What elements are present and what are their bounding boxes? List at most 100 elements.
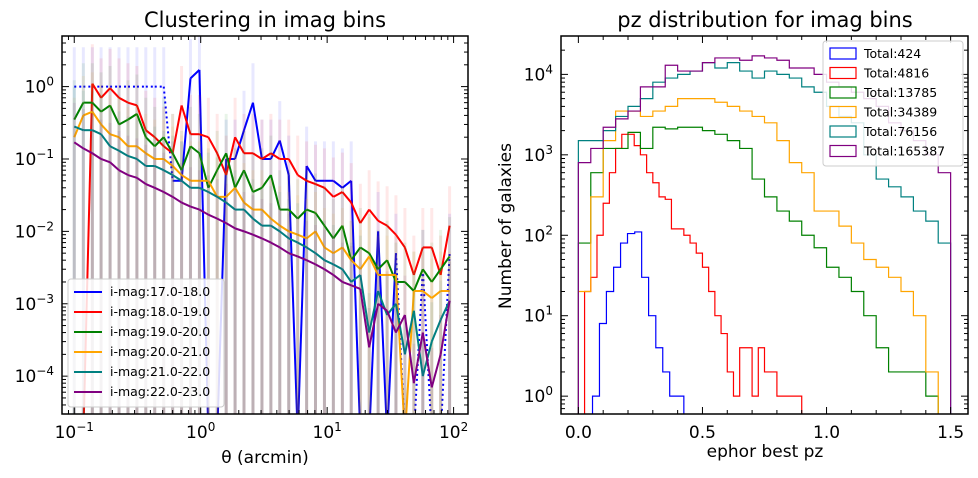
series-segment <box>412 332 424 384</box>
series-segment <box>422 268 433 283</box>
left-y-tick-3: 10−1 <box>15 147 54 170</box>
left-series-1 <box>82 44 452 414</box>
left-legend-label-2: i-mag:19.0-20.0 <box>110 324 210 339</box>
left-legend: i-mag:17.0-18.0 i-mag:18.0-19.0 i-mag:19.0… <box>67 278 225 408</box>
series-segment <box>359 255 371 270</box>
series-segment <box>430 354 442 388</box>
series-segment <box>386 310 397 333</box>
series-segment <box>82 147 93 155</box>
series-segment <box>163 191 174 198</box>
series-segment <box>154 165 165 172</box>
series-segment <box>190 205 200 211</box>
series-segment <box>261 152 272 160</box>
series-segment <box>82 110 93 117</box>
series-segment <box>377 231 388 414</box>
right-y-axis-label: Number of galaxies <box>496 143 516 309</box>
right-y-tick-2: 102 <box>524 223 553 246</box>
series-segment <box>145 183 156 189</box>
series-segment <box>172 174 183 182</box>
series-segment <box>154 136 165 147</box>
series-segment <box>91 111 102 126</box>
series-segment <box>377 259 388 270</box>
series-segment <box>118 118 129 126</box>
series-segment <box>109 104 120 125</box>
series-segment <box>332 246 343 255</box>
series-segment <box>431 290 442 299</box>
series-segment <box>234 227 245 233</box>
series-segment <box>163 158 174 167</box>
pz-distribution-panel: pz distribution for imag bins 0.0 0.5 1.0 1… <box>496 8 969 462</box>
series-segment <box>91 129 102 136</box>
right-x-tick-labels: 0.0 0.5 1.0 1.5 <box>565 423 964 443</box>
left-legend-label-3: i-mag:20.0-21.0 <box>110 344 210 359</box>
right-legend-label-0: Total:424 <box>863 46 921 61</box>
right-legend-label-1: Total:4816 <box>863 66 929 81</box>
series-segment <box>109 133 120 139</box>
left-x-tick-labels: 10−1 100 101 102 <box>55 420 469 443</box>
series-segment <box>261 208 272 220</box>
series-segment <box>306 179 316 186</box>
series-segment <box>91 83 102 99</box>
series-segment <box>207 180 219 198</box>
series-segment <box>216 217 227 225</box>
series-segment <box>394 274 405 414</box>
series-segment <box>135 105 147 131</box>
series-segment <box>163 169 174 176</box>
right-histogram-2 <box>577 126 939 414</box>
series-segment <box>243 230 254 236</box>
series-segment <box>136 145 147 155</box>
series-segment <box>269 140 281 160</box>
series-segment <box>270 224 281 233</box>
series-segment <box>315 183 325 189</box>
series-segment <box>323 268 334 276</box>
series-segment <box>243 102 254 131</box>
series-segment <box>306 259 316 266</box>
left-axes-frame <box>61 35 469 415</box>
right-x-tick-2: 1.0 <box>813 423 840 443</box>
series-segment <box>341 225 353 261</box>
right-legend-swatch-5 <box>829 144 857 158</box>
series-segment <box>269 174 281 210</box>
right-axes-frame <box>560 35 969 415</box>
right-legend: Total:424 Total:4816 Total:13785 Total:3438… <box>822 40 964 167</box>
right-y-tick-labels: 100 101 102 103 104 <box>524 62 553 407</box>
right-legend-swatch-2 <box>829 86 857 99</box>
series-segment <box>216 152 228 176</box>
right-legend-label-2: Total:13785 <box>863 85 937 100</box>
series-segment <box>251 102 263 160</box>
series-segment <box>198 153 210 189</box>
series-segment <box>127 155 138 160</box>
series-segment <box>198 186 209 193</box>
left-series-2 <box>72 63 452 414</box>
series-segment <box>324 259 334 266</box>
series-segment <box>225 201 236 211</box>
series-segment <box>252 233 263 240</box>
left-y-tick-2: 10−2 <box>15 219 54 242</box>
series-segment <box>100 123 111 135</box>
series-segment <box>306 208 316 214</box>
series-segment <box>288 237 299 244</box>
series-segment <box>359 274 371 333</box>
left-x-tick-2: 101 <box>313 420 342 443</box>
series-segment <box>440 253 451 414</box>
series-segment <box>305 165 317 182</box>
right-y-tick-1: 101 <box>524 304 553 327</box>
series-segment <box>145 136 156 147</box>
series-segment <box>395 314 406 334</box>
series-segment <box>296 208 308 220</box>
left-legend-label-0: i-mag:17.0-18.0 <box>110 284 210 299</box>
series-segment <box>118 96 129 104</box>
series-segment <box>288 252 299 258</box>
series-segment <box>118 136 129 147</box>
series-segment <box>225 187 236 198</box>
series-segment <box>216 152 228 171</box>
series-segment <box>207 136 219 154</box>
series-segment <box>297 241 308 249</box>
series-segment <box>403 314 415 384</box>
series-segment <box>297 233 307 240</box>
right-legend-swatch-4 <box>829 125 857 138</box>
left-y-tick-1: 10−3 <box>15 292 54 315</box>
series-segment <box>181 174 192 182</box>
series-segment <box>403 310 415 355</box>
series-segment <box>350 180 361 414</box>
